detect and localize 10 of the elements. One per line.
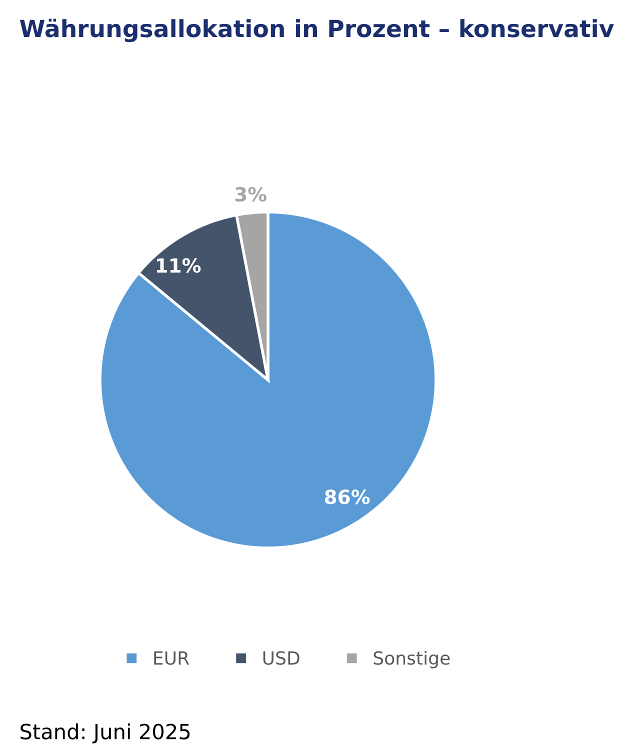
legend-label: EUR xyxy=(154,651,190,665)
pie-slice xyxy=(137,214,270,382)
legend-label: USD xyxy=(263,651,300,665)
chart-title: Währungsallokation in Prozent – konservativ xyxy=(20,18,614,42)
data-label: 11% xyxy=(156,258,201,273)
legend-label: Sonstige xyxy=(374,650,450,668)
data-label: 86% xyxy=(324,490,370,504)
text: Stand: Juni 2025 xyxy=(20,723,190,744)
pie-slice xyxy=(98,210,438,550)
data-label: 3% xyxy=(235,186,266,202)
